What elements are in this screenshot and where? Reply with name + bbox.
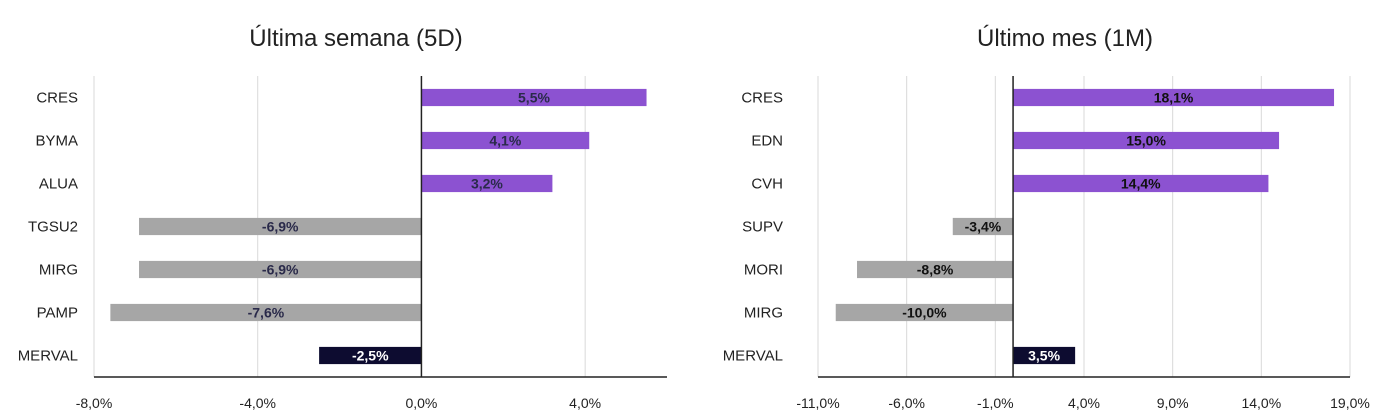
monthly-category-label: EDN bbox=[751, 133, 783, 150]
weekly-data-label: -7,6% bbox=[248, 305, 285, 321]
monthly-x-tick-label: -6,0% bbox=[888, 395, 925, 411]
monthly-bar-supv bbox=[952, 217, 1014, 236]
monthly-x-tick-label: -1,0% bbox=[977, 395, 1014, 411]
monthly-bar-merval bbox=[1013, 346, 1076, 365]
monthly-category-label: MIRG bbox=[744, 305, 783, 322]
monthly-bar-mirg bbox=[835, 303, 1014, 322]
weekly-data-label: 3,2% bbox=[471, 176, 503, 192]
chart-monthly: Último mes (1M) -11,0% -6,0% -1,0% 4,0% 9,0% 1… bbox=[723, 25, 1370, 411]
monthly-data-label: -3,4% bbox=[965, 219, 1002, 235]
weekly-bar-tgsu2 bbox=[139, 217, 422, 236]
weekly-category-label: PAMP bbox=[37, 305, 78, 322]
weekly-bar-pamp bbox=[110, 303, 422, 322]
weekly-x-tick-label: 4,0% bbox=[569, 395, 601, 411]
weekly-bar-merval bbox=[319, 346, 422, 365]
monthly-x-tick-label: 14,0% bbox=[1241, 395, 1281, 411]
chart-weekly: Última semana (5D) -8,0% -4,0% 0,0% 4,0% CRES… bbox=[18, 25, 667, 411]
monthly-category-label: MORI bbox=[744, 262, 783, 279]
monthly-x-tick-label: 4,0% bbox=[1068, 395, 1100, 411]
monthly-data-label: 15,0% bbox=[1126, 133, 1166, 149]
monthly-category-label: CVH bbox=[751, 176, 783, 193]
weekly-data-label: 4,1% bbox=[489, 133, 521, 149]
weekly-x-tick-label: -8,0% bbox=[76, 395, 113, 411]
weekly-data-label: -6,9% bbox=[262, 219, 299, 235]
weekly-category-label: MERVAL bbox=[18, 348, 78, 365]
monthly-category-label: SUPV bbox=[742, 219, 783, 236]
monthly-category-label: CRES bbox=[741, 90, 783, 107]
monthly-bar-edn bbox=[1013, 131, 1280, 150]
monthly-bar-cvh bbox=[1013, 174, 1269, 193]
weekly-category-label: ALUA bbox=[39, 176, 78, 193]
weekly-data-label: 5,5% bbox=[518, 90, 550, 106]
monthly-x-tick-label: -11,0% bbox=[796, 395, 839, 411]
weekly-bar-byma bbox=[421, 131, 590, 150]
monthly-category-label: MERVAL bbox=[723, 348, 783, 365]
weekly-category-label: MIRG bbox=[39, 262, 78, 279]
monthly-bar-mori bbox=[857, 260, 1014, 279]
monthly-data-label: -8,8% bbox=[917, 262, 954, 278]
monthly-data-label: 3,5% bbox=[1028, 348, 1060, 364]
weekly-data-label: -6,9% bbox=[262, 262, 299, 278]
monthly-bar-cres bbox=[1013, 88, 1335, 107]
weekly-x-tick-label: 0,0% bbox=[405, 395, 437, 411]
monthly-data-label: -10,0% bbox=[902, 305, 947, 321]
monthly-x-tick-label: 19,0% bbox=[1330, 395, 1370, 411]
weekly-bar-mirg bbox=[139, 260, 422, 279]
monthly-data-label: 18,1% bbox=[1154, 90, 1194, 106]
monthly-x-tick-label: 9,0% bbox=[1157, 395, 1189, 411]
weekly-category-label: BYMA bbox=[35, 133, 78, 150]
weekly-bar-alua bbox=[421, 174, 553, 193]
weekly-category-label: CRES bbox=[36, 90, 78, 107]
weekly-chart-title: Última semana (5D) bbox=[249, 25, 462, 52]
weekly-bar-cres bbox=[421, 88, 647, 107]
weekly-data-label: -2,5% bbox=[352, 348, 389, 364]
monthly-chart-title: Último mes (1M) bbox=[977, 25, 1153, 52]
monthly-data-label: 14,4% bbox=[1121, 176, 1161, 192]
weekly-x-tick-label: -4,0% bbox=[239, 395, 276, 411]
weekly-category-label: TGSU2 bbox=[28, 219, 78, 236]
